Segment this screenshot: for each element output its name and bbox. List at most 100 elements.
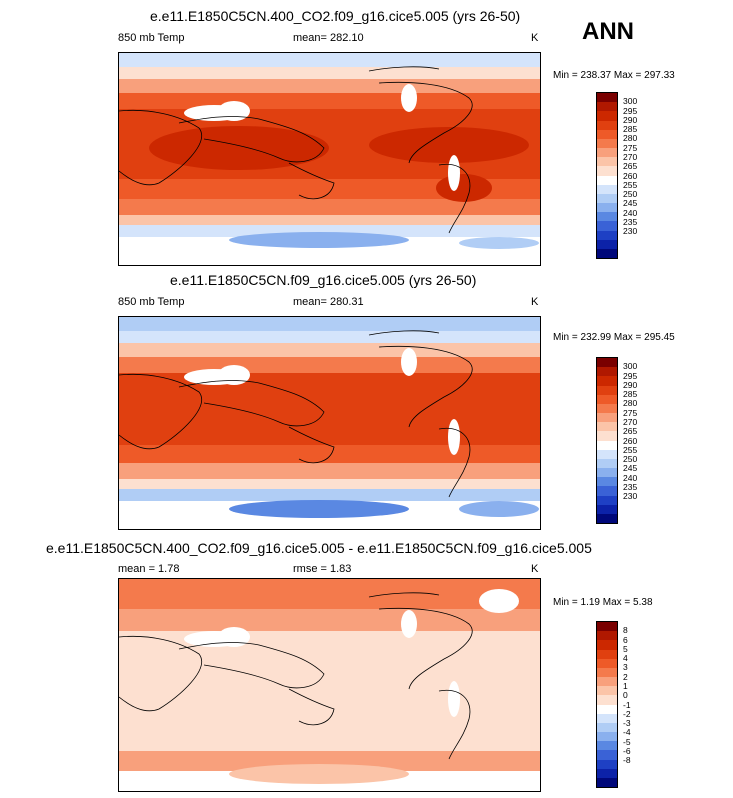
colorbar-level-label: 295 xyxy=(623,105,638,116)
panel-1-mean: mean= 282.10 xyxy=(293,32,364,44)
panel-3-units: K xyxy=(531,563,539,575)
colorbar-level-label: 2 xyxy=(623,671,628,682)
colorbar-swatch xyxy=(597,622,617,632)
colorbar-swatch xyxy=(597,495,617,505)
colorbar-swatch xyxy=(597,504,617,514)
panel-3-title: e.e11.E1850C5CN.400_CO2.f09_g16.cice5.00… xyxy=(46,540,592,556)
panel-3-range: Min = 1.19 Max = 5.38 xyxy=(553,597,653,608)
colorbar-swatch xyxy=(597,157,617,167)
panel-3-map xyxy=(118,578,541,792)
colorbar-level-label: 240 xyxy=(623,472,638,483)
colorbar-level-label: 230 xyxy=(623,491,638,502)
colorbar-level-label: 8 xyxy=(623,625,628,636)
season-label: ANN xyxy=(582,18,634,45)
colorbar-level-label: 285 xyxy=(623,124,638,135)
colorbar-swatch xyxy=(597,221,617,231)
colorbar-swatch xyxy=(597,248,617,259)
colorbar-level-label: 300 xyxy=(623,96,638,107)
colorbar-swatch xyxy=(597,440,617,450)
panel-2-map-svg xyxy=(119,317,540,529)
colorbar-level-label: -2 xyxy=(623,708,631,719)
colorbar-swatch xyxy=(597,704,617,714)
panel-2-map xyxy=(118,316,541,530)
colorbar-level-label: 235 xyxy=(623,481,638,492)
colorbar-swatch xyxy=(597,166,617,176)
colorbar-swatch xyxy=(597,93,617,103)
colorbar-swatch xyxy=(597,193,617,204)
colorbar-swatch xyxy=(597,413,617,423)
colorbar-swatch xyxy=(597,713,617,723)
colorbar-level-label: 265 xyxy=(623,426,638,437)
panel-1-title: e.e11.E1850C5CN.400_CO2.f09_g16.cice5.00… xyxy=(150,8,521,24)
colorbar-level-label: 270 xyxy=(623,151,638,162)
colorbar-level-label: -1 xyxy=(623,699,631,710)
colorbar-level-label: -8 xyxy=(623,755,631,766)
colorbar-level-label: -4 xyxy=(623,727,631,738)
colorbar-swatch xyxy=(597,458,617,469)
colorbar-swatch xyxy=(597,403,617,414)
panel-1-units: K xyxy=(531,32,539,44)
colorbar-swatch xyxy=(597,239,617,249)
colorbar-swatch xyxy=(597,686,617,696)
panel-2-range: Min = 232.99 Max = 295.45 xyxy=(553,332,675,343)
panel-2-mean: mean= 280.31 xyxy=(293,296,364,308)
colorbar-level-label: 245 xyxy=(623,463,638,474)
panel-1-range: Min = 238.37 Max = 297.33 xyxy=(553,70,675,81)
colorbar-level-label: 285 xyxy=(623,389,638,400)
colorbar-swatch xyxy=(597,468,617,478)
colorbar-swatch xyxy=(597,394,617,404)
colorbar-swatch xyxy=(597,102,617,112)
colorbar-level-label: 290 xyxy=(623,379,638,390)
colorbar-swatch xyxy=(597,695,617,705)
panel-1-map xyxy=(118,52,541,266)
colorbar-swatch xyxy=(597,230,617,240)
colorbar-level-label: -6 xyxy=(623,745,631,756)
panel-3-mean: mean = 1.78 xyxy=(118,563,180,575)
colorbar-swatch xyxy=(597,148,617,158)
colorbar-level-label: 270 xyxy=(623,416,638,427)
colorbar-level-label: 275 xyxy=(623,407,638,418)
colorbar-swatch xyxy=(597,431,617,441)
colorbar-swatch xyxy=(597,376,617,386)
panel-2-units: K xyxy=(531,296,539,308)
colorbar-swatch xyxy=(597,722,617,733)
colorbar-swatch xyxy=(597,677,617,687)
colorbar-swatch xyxy=(597,422,617,432)
panel-1-map-svg xyxy=(119,53,540,265)
colorbar-level-label: 255 xyxy=(623,444,638,455)
colorbar-swatch xyxy=(597,129,617,139)
colorbar-swatch xyxy=(597,367,617,377)
colorbar-level-label: 245 xyxy=(623,198,638,209)
panel-3-colorbar xyxy=(596,621,618,788)
colorbar-level-label: 3 xyxy=(623,662,628,673)
panel-1-variable: 850 mb Temp xyxy=(118,32,185,44)
colorbar-level-label: 300 xyxy=(623,361,638,372)
colorbar-swatch xyxy=(597,358,617,368)
colorbar-level-label: 230 xyxy=(623,226,638,237)
colorbar-swatch xyxy=(597,768,617,778)
colorbar-swatch xyxy=(597,212,617,222)
colorbar-level-label: -3 xyxy=(623,718,631,729)
colorbar-swatch xyxy=(597,111,617,121)
colorbar-swatch xyxy=(597,120,617,130)
colorbar-level-label: 240 xyxy=(623,207,638,218)
colorbar-swatch xyxy=(597,175,617,185)
panel-2-title: e.e11.E1850C5CN.f09_g16.cice5.005 (yrs 2… xyxy=(170,272,477,288)
colorbar-level-label: 250 xyxy=(623,189,638,200)
colorbar-swatch xyxy=(597,750,617,760)
colorbar-swatch xyxy=(597,385,617,395)
colorbar-swatch xyxy=(597,138,617,149)
colorbar-swatch xyxy=(597,477,617,487)
panel-2-colorbar xyxy=(596,357,618,524)
colorbar-level-label: 4 xyxy=(623,653,628,664)
colorbar-swatch xyxy=(597,631,617,641)
colorbar-level-label: -5 xyxy=(623,736,631,747)
colorbar-level-label: 235 xyxy=(623,216,638,227)
colorbar-swatch xyxy=(597,184,617,194)
colorbar-level-label: 260 xyxy=(623,170,638,181)
colorbar-swatch xyxy=(597,658,617,668)
colorbar-level-label: 0 xyxy=(623,690,628,701)
colorbar-swatch xyxy=(597,732,617,742)
panel-3-map-svg xyxy=(119,579,540,791)
colorbar-swatch xyxy=(597,203,617,213)
